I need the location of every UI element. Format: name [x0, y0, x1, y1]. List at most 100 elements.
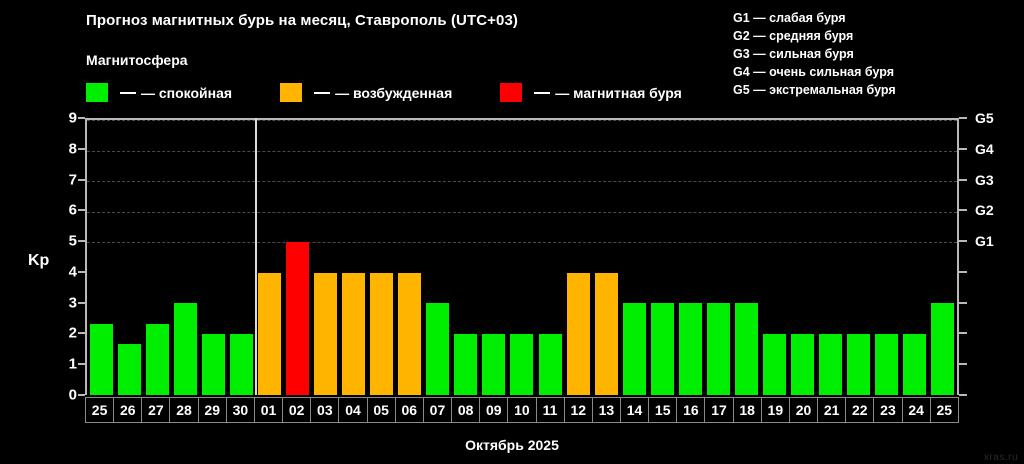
bar-02: [285, 242, 309, 395]
bar-23: [875, 333, 899, 395]
bar-10: [510, 333, 534, 395]
bar-slot: [255, 120, 283, 395]
bar-slot: [115, 120, 143, 395]
bar-slot: [508, 120, 536, 395]
g-scale-row-g4: G4 — очень сильная буря: [733, 65, 894, 79]
kp-tick-1: 1: [68, 355, 77, 373]
date-cell-29: 29: [197, 397, 227, 423]
g-axis-tickmark-3: [959, 301, 967, 304]
date-cell-10: 10: [507, 397, 537, 423]
g-axis-tickmark-5: [959, 240, 967, 243]
date-cell-25: 25: [85, 397, 115, 423]
g-scale-row-g1: G1 — слабая буря: [733, 11, 846, 25]
g-axis-tickmark-7: [959, 178, 967, 181]
legend-dash: [534, 91, 551, 94]
bar-06: [398, 272, 422, 395]
kp-tickmark-4: [78, 270, 85, 273]
orange-square-icon: [280, 83, 303, 102]
bar-04: [342, 272, 366, 395]
gridline-kp-8: [87, 150, 957, 152]
legend-entry-red: — магнитная буря: [500, 83, 682, 102]
g-scale-legend: G1 — слабая буря G2 — средняя буря G3 — си…: [733, 10, 896, 98]
bar-26: [117, 343, 141, 395]
date-cell-01: 01: [253, 397, 284, 423]
gridline-kp-7: [87, 181, 957, 183]
red-square-icon: [500, 83, 523, 102]
kp-tickmark-8: [78, 147, 85, 150]
kp-tick-5: 5: [68, 232, 77, 250]
bar-slot: [283, 120, 311, 395]
bar-slot: [901, 120, 929, 395]
date-cell-30: 30: [225, 397, 255, 423]
bar-03: [314, 272, 338, 395]
magnetosphere-legend: — спокойная — возбужденная — магнитная бур…: [86, 83, 682, 102]
bar-13: [594, 272, 618, 395]
kp-tickmark-3: [78, 301, 85, 304]
bar-slot: [312, 120, 340, 395]
bar-slot: [592, 120, 620, 395]
date-cell-18: 18: [732, 397, 762, 423]
kp-tick-7: 7: [68, 171, 77, 189]
bar-slot: [199, 120, 227, 395]
bar-slot: [171, 120, 199, 395]
date-cell-25: 25: [929, 397, 959, 423]
kp-tickmark-2: [78, 332, 85, 335]
date-cell-04: 04: [338, 397, 368, 423]
bar-29: [201, 333, 225, 395]
bar-slot: [536, 120, 564, 395]
bar-19: [763, 333, 787, 395]
date-cell-19: 19: [760, 397, 790, 423]
g-axis-tickmark-6: [959, 209, 967, 212]
kp-tick-4: 4: [68, 263, 77, 281]
date-cell-26: 26: [113, 397, 143, 423]
bar-slot: [87, 120, 115, 395]
gridline-kp-9: [87, 120, 957, 121]
date-cell-03: 03: [310, 397, 340, 423]
date-cell-14: 14: [619, 397, 650, 423]
bar-27: [145, 323, 169, 395]
bar-slot: [452, 120, 480, 395]
date-cell-08: 08: [451, 397, 481, 423]
g-axis-tickmark-9: [959, 117, 967, 119]
month-divider: [255, 118, 258, 395]
chart-plot-area: [85, 118, 959, 395]
date-cell-16: 16: [676, 397, 706, 423]
month-label: Октябрь 2025: [465, 437, 559, 453]
kp-tickmark-1: [78, 363, 85, 366]
date-cell-28: 28: [169, 397, 199, 423]
bar-slot: [564, 120, 592, 395]
date-cell-22: 22: [845, 397, 875, 423]
legend-label: — возбужденная: [335, 84, 453, 101]
bar-07: [426, 303, 450, 395]
date-cell-24: 24: [901, 397, 931, 423]
g-axis-tick-g4: G4: [975, 140, 994, 157]
bar-20: [791, 333, 815, 395]
g-scale-axis: G1 G2 G3 G4 G5: [959, 110, 1019, 396]
kp-tickmark-0: [78, 394, 85, 396]
bar-30: [229, 333, 253, 395]
g-axis-tickmark-0: [959, 394, 967, 396]
gridline-kp-5: [87, 242, 957, 244]
g-axis-tick-g2: G2: [975, 202, 994, 219]
date-cell-15: 15: [648, 397, 678, 423]
bar-slot: [368, 120, 396, 395]
bar-09: [482, 333, 506, 395]
bar-slot: [620, 120, 648, 395]
bar-01: [257, 272, 281, 395]
magnetosphere-label: Магнитосфера: [86, 52, 188, 68]
kp-axis: 0 1 2 3 4 5 6 7 8 9: [40, 110, 85, 404]
watermark: xras.ru: [983, 452, 1018, 463]
kp-tick-3: 3: [68, 294, 77, 312]
bar-slot: [676, 120, 704, 395]
date-cell-07: 07: [422, 397, 453, 423]
green-square-icon: [86, 83, 108, 102]
bar-slot: [732, 120, 760, 395]
date-cell-09: 09: [479, 397, 509, 423]
legend-label: — спокойная: [141, 84, 233, 101]
bar-slot: [704, 120, 732, 395]
legend-entry-orange: — возбужденная: [280, 83, 452, 102]
bar-slot: [817, 120, 845, 395]
date-cell-06: 06: [394, 397, 424, 423]
kp-tickmark-6: [78, 209, 85, 212]
date-cell-17: 17: [704, 397, 734, 423]
